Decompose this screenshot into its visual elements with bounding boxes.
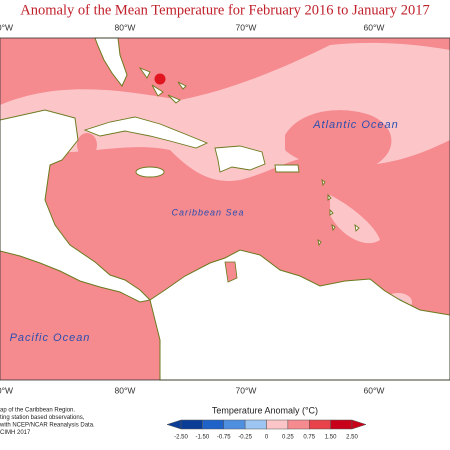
legend-tick-label: 0: [265, 435, 269, 441]
legend-swatch: [330, 419, 353, 430]
florida: [94, 37, 128, 87]
legend-swatch: [287, 419, 310, 430]
legend-tick-label: -0.25: [238, 435, 252, 441]
lon-label: 60°W: [364, 22, 385, 32]
footnote: CIMH 2017: [0, 430, 31, 436]
ocean-label: Caribbean Sea: [171, 207, 244, 217]
legend-tick-label: 0.75: [303, 435, 315, 441]
lon-label: 70°W: [236, 385, 257, 395]
legend-swatch: [223, 419, 246, 430]
lake-maracaibo: [224, 261, 238, 283]
legend-swatch: [244, 419, 267, 430]
central-america: [0, 109, 152, 303]
legend-end: [351, 419, 367, 430]
puerto-rico: [274, 164, 300, 173]
map-area: [0, 37, 450, 381]
lon-label: 80°W: [115, 22, 136, 32]
ocean-label: Pacific Ocean: [10, 332, 91, 344]
legend-tick-label: -1.50: [196, 435, 210, 441]
bahamas: [138, 67, 187, 104]
anomaly-region: [285, 110, 392, 170]
legend-swatch: [266, 419, 289, 430]
legend-swatch: [309, 419, 331, 430]
legend-tick-label: 0.25: [282, 435, 294, 441]
legend-title: Temperature Anomaly (°C): [212, 405, 318, 415]
anomaly-region: [77, 133, 97, 157]
ocean-label: Atlantic Ocean: [312, 119, 399, 131]
title: Anomaly of the Mean Temperature for Febr…: [20, 2, 429, 18]
footnote: ap of the Caribbean Region.: [0, 408, 75, 414]
legend-tick-label: -0.75: [217, 435, 231, 441]
hispaniola: [214, 145, 266, 173]
legend-tick-label: -2.50: [174, 435, 188, 441]
legend-tick-label: 1.50: [325, 435, 337, 441]
legend-tick-label: 2.50: [346, 435, 358, 441]
legend-end: [166, 419, 182, 430]
lon-label: 0°W: [0, 22, 13, 32]
anomaly-hotspot: [154, 73, 166, 85]
legend-swatch: [202, 419, 224, 430]
lon-label: 70°W: [236, 22, 257, 32]
lon-label: 80°W: [115, 385, 136, 395]
lesser-antilles: [317, 179, 360, 247]
lon-label: 0°W: [0, 385, 13, 395]
map-frame: [0, 37, 450, 381]
jamaica: [135, 166, 165, 178]
lon-label: 60°W: [364, 385, 385, 395]
footnote: with NCEP/NCAR Reanalysis Data.: [0, 423, 95, 429]
cuba: [83, 116, 209, 149]
footnote: ting station based observations,: [0, 415, 85, 421]
anomaly-region-light: [330, 195, 380, 244]
legend-swatch: [180, 419, 203, 430]
